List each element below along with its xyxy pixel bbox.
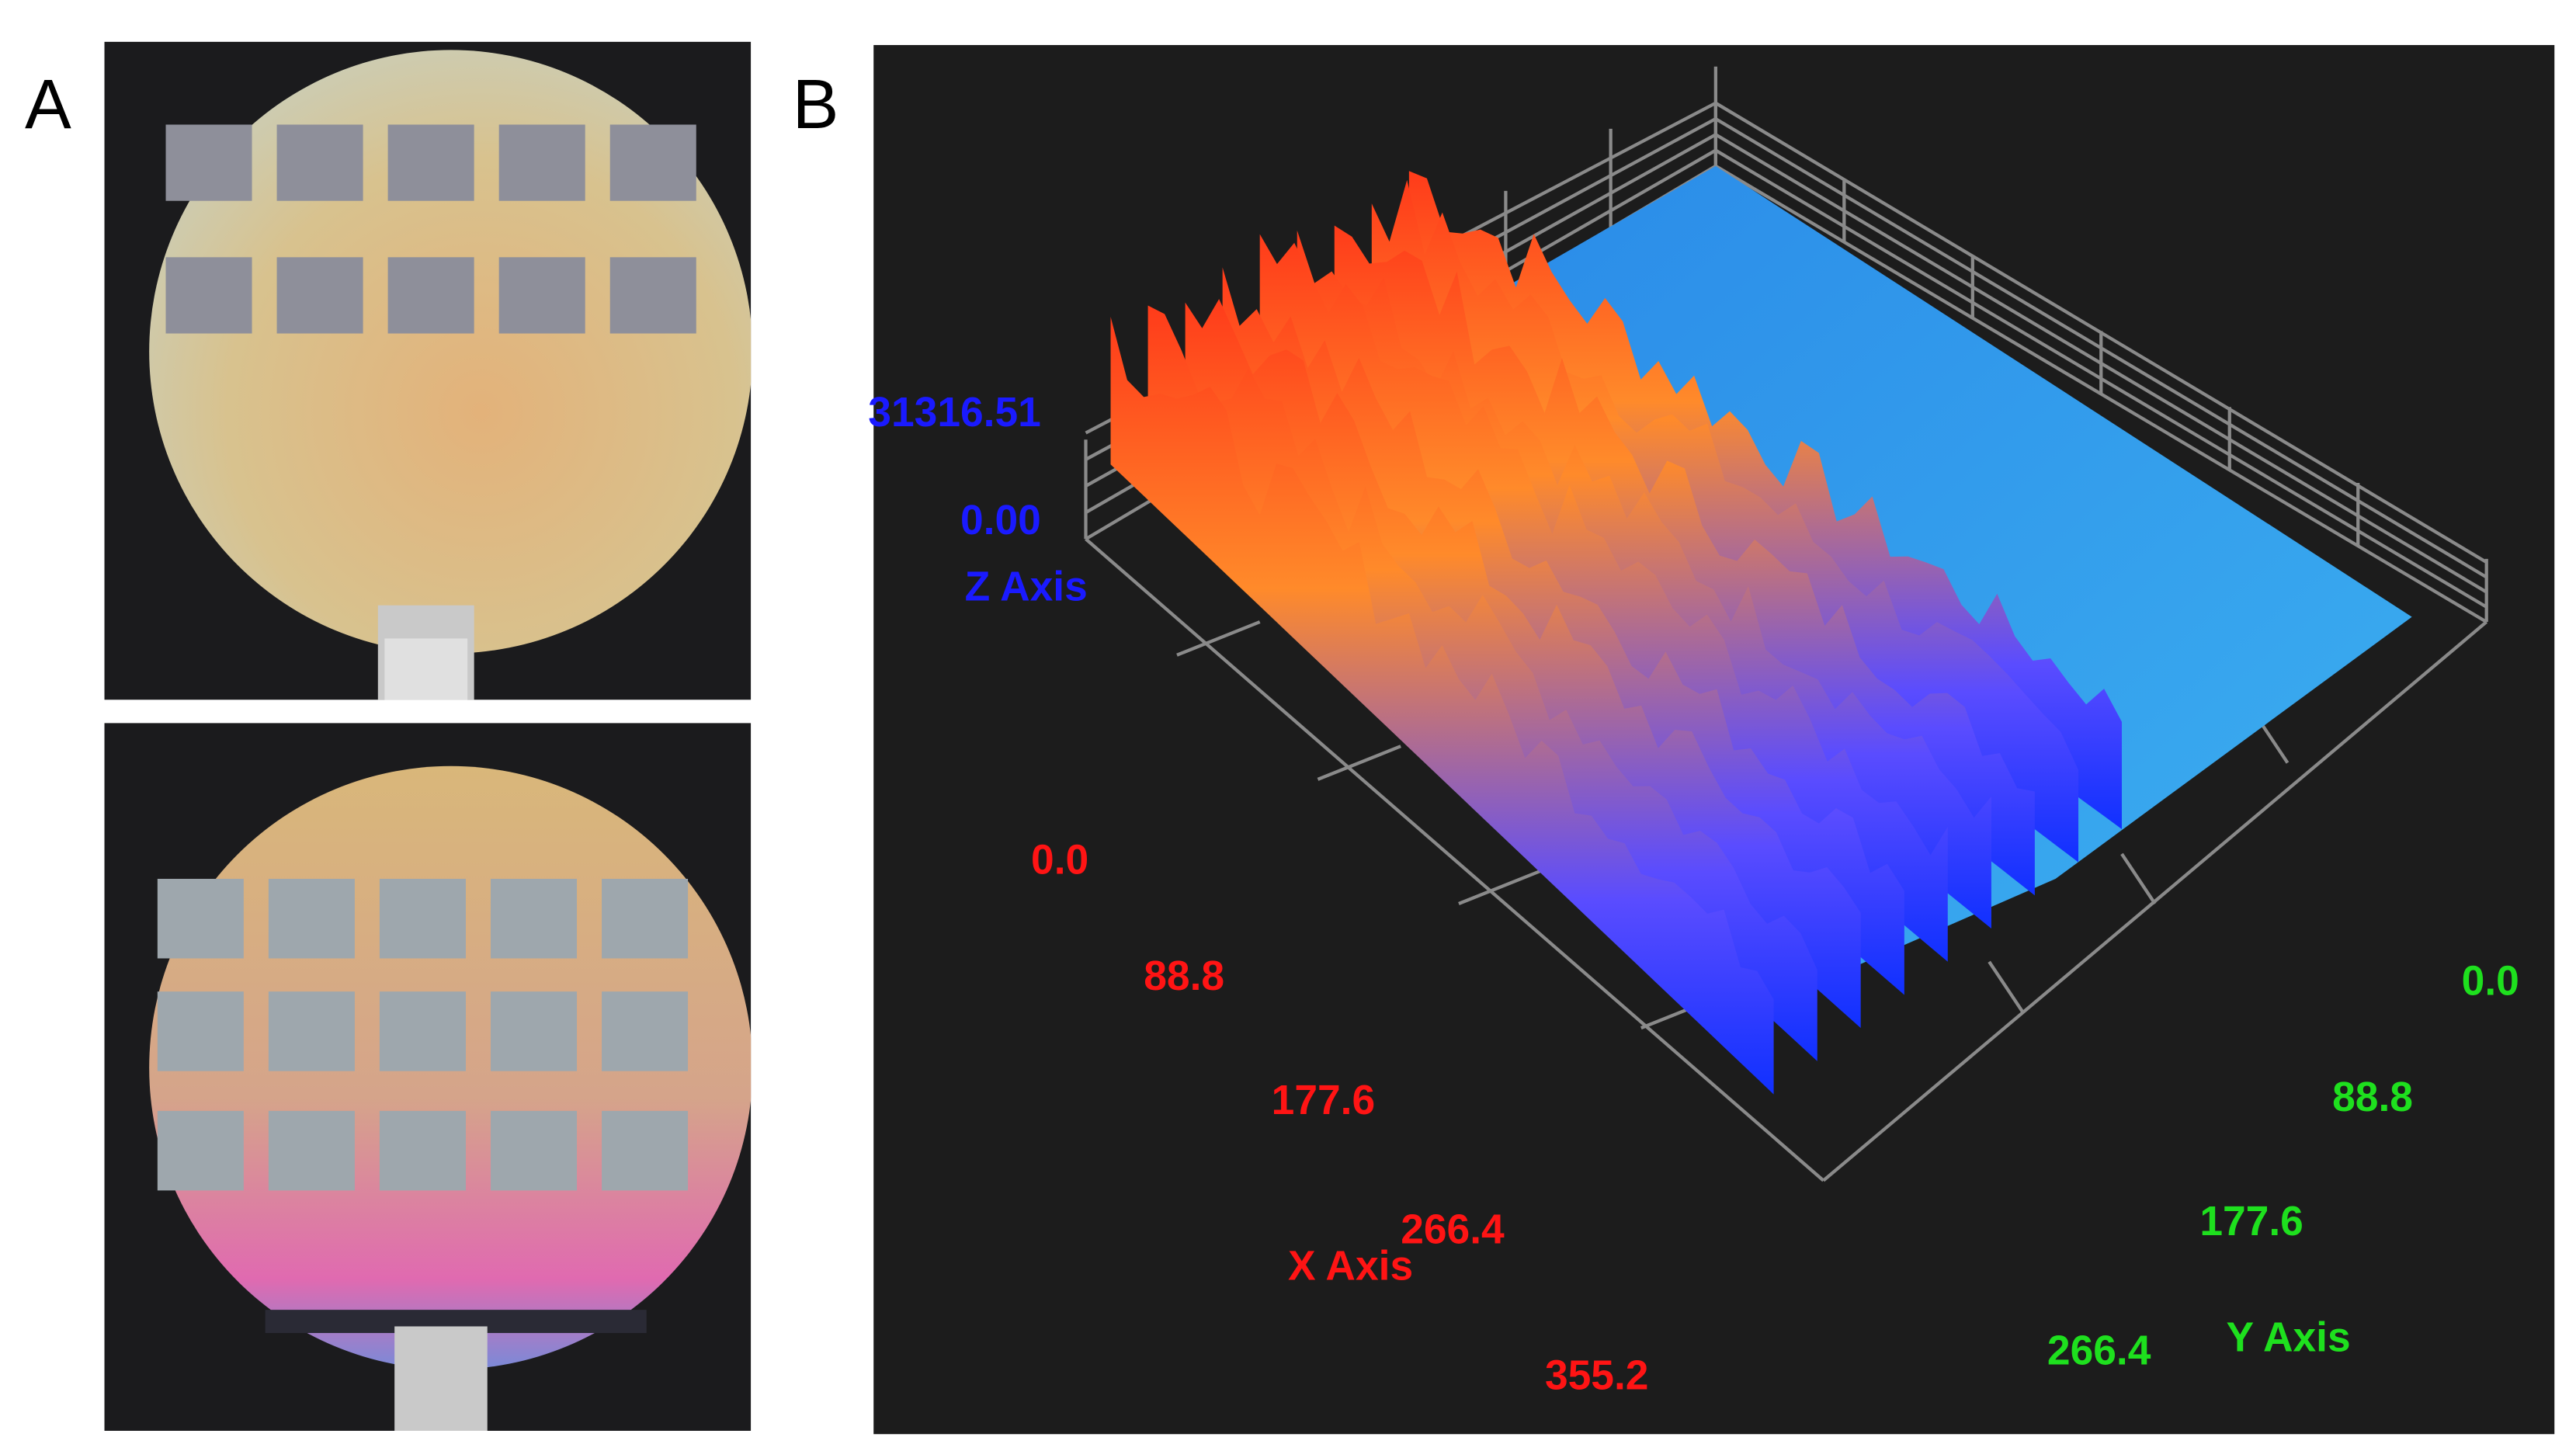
die [387, 124, 474, 201]
ridge [1371, 179, 2079, 863]
die [268, 879, 355, 959]
axis-line [1085, 537, 1825, 1182]
wafer-photo [104, 41, 752, 700]
die [165, 124, 252, 201]
z-axis-label: Z Axis [965, 564, 1088, 609]
panel-label: B [793, 66, 839, 144]
die [276, 124, 363, 201]
die [276, 257, 363, 334]
x-tick-label: 0.0 [1031, 838, 1088, 883]
die [609, 257, 696, 334]
ridge [1110, 316, 1774, 1095]
die [498, 257, 585, 334]
die [387, 257, 474, 334]
die [379, 1110, 466, 1191]
die [157, 1110, 244, 1191]
y-tick-label: 0.0 [2462, 958, 2519, 1004]
tick-line [1317, 745, 1401, 781]
x-tick-label: 355.2 [1545, 1353, 1649, 1399]
ridge [1147, 305, 1817, 1061]
die [157, 879, 244, 959]
tick-line [1176, 620, 1261, 657]
die [498, 124, 585, 201]
y-axis-label: Y Axis [2226, 1315, 2350, 1361]
die [602, 1110, 689, 1191]
y-tick-label: 88.8 [2332, 1074, 2413, 1120]
tick-line [2120, 852, 2157, 905]
die [268, 991, 355, 1071]
die [602, 879, 689, 959]
die [157, 991, 244, 1071]
die [165, 257, 252, 334]
die [379, 991, 466, 1071]
x-tick-label: 177.6 [1272, 1078, 1376, 1123]
x-tick-label: 88.8 [1144, 953, 1224, 999]
z-tick-label: 0.00 [960, 498, 1041, 543]
x-axis-label: X Axis [1288, 1244, 1413, 1290]
die [268, 1110, 355, 1191]
y-tick-label: 266.4 [2047, 1328, 2151, 1374]
die [491, 1110, 578, 1191]
x-tick-label: 266.4 [1401, 1207, 1505, 1253]
z-tick-label: 31316.51 [868, 390, 1041, 436]
die [602, 991, 689, 1071]
die [491, 991, 578, 1071]
surface [1110, 171, 2122, 1095]
panel-label: A [25, 66, 71, 144]
y-tick-label: 177.6 [2199, 1199, 2303, 1244]
tick-line [1988, 960, 2024, 1012]
die [491, 879, 578, 959]
die [379, 879, 466, 959]
tick-line [1458, 869, 1543, 906]
wafer-photo [104, 723, 752, 1431]
die [609, 124, 696, 201]
